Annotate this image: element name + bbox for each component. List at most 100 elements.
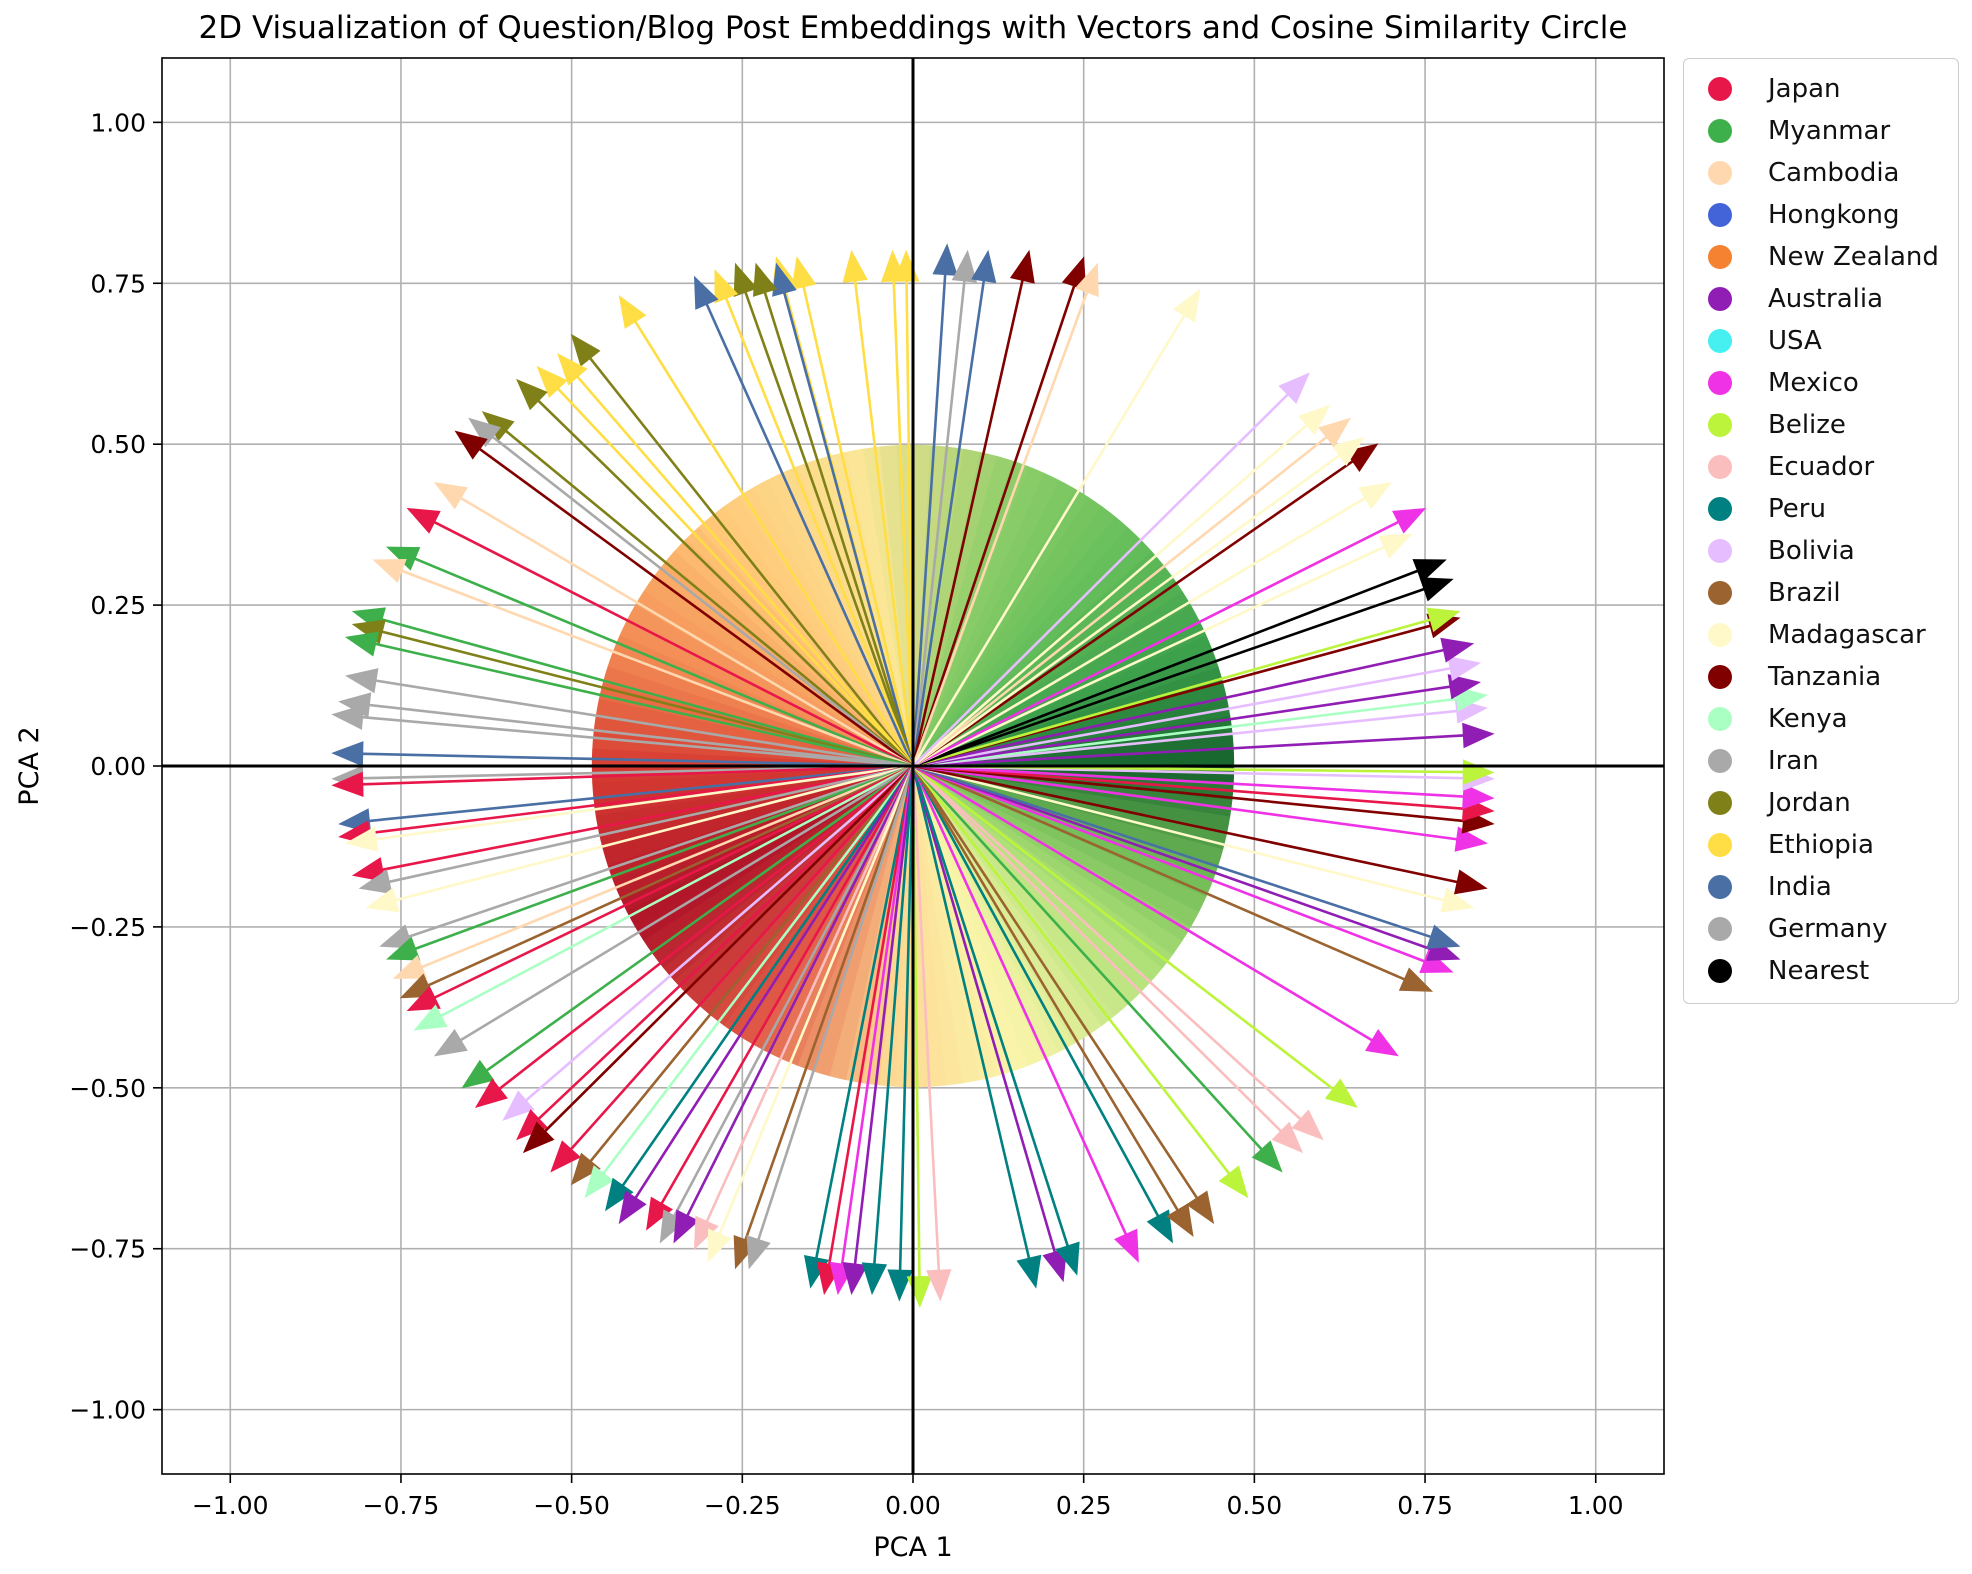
vector-arrow-94 [912, 764, 1488, 895]
vector-arrow-35 [331, 741, 914, 768]
legend-marker [1708, 833, 1732, 857]
vector-arrow-58 [584, 765, 915, 1199]
y-axis-label: PCA 2 [14, 726, 45, 805]
vector-arrow-112 [912, 507, 1427, 768]
vector-arrow-41 [351, 764, 914, 883]
vector-arrow-21 [516, 378, 914, 767]
vector-arrow-89 [912, 764, 1434, 992]
legend-item: Mexico [1684, 365, 1958, 401]
legend-item: Brazil [1684, 575, 1958, 611]
vector-arrow-76 [911, 765, 1042, 1289]
legend-label: Kenya [1768, 704, 1848, 734]
vector-arrow-92 [912, 764, 1461, 949]
vectors [331, 243, 1495, 1309]
vector-arrow-86 [912, 765, 1324, 1141]
legend-item: Ecuador [1684, 449, 1958, 485]
vector-arrow-18 [570, 333, 915, 767]
vector-arrow-108 [912, 607, 1461, 768]
legend-marker [1708, 539, 1732, 563]
vector-arrow-50 [433, 764, 914, 1057]
y-tick-label-7: −0.75 [69, 1235, 146, 1264]
legend-label: Japan [1768, 74, 1841, 104]
y-tick-label-5: −0.25 [69, 913, 146, 942]
vector-arrow-15 [714, 269, 915, 767]
vector-arrow-45 [386, 764, 914, 961]
legend-item: USA [1684, 323, 1958, 359]
vector-arrow-77 [911, 765, 1067, 1283]
legend-item: New Zealand [1684, 239, 1958, 275]
vector-arrow-19 [557, 353, 914, 767]
vector-arrow-109 [912, 577, 1454, 768]
legend-marker [1708, 287, 1732, 311]
vector-arrow-110 [912, 559, 1447, 768]
vector-arrow-115 [912, 436, 1365, 768]
vector-arrow-55 [522, 765, 914, 1154]
vector-arrow-27 [386, 546, 914, 768]
vector-arrow-16 [693, 275, 915, 767]
vector-arrow-79 [911, 765, 1139, 1263]
legend-item: Peru [1684, 491, 1958, 527]
legend-marker [1708, 665, 1732, 689]
legend-marker [1708, 329, 1732, 353]
vector-arrow-46 [392, 764, 914, 979]
vector-arrow-116 [912, 417, 1351, 768]
vector-arrow-81 [911, 765, 1194, 1238]
y-tick-label-3: 0.25 [90, 591, 146, 620]
legend-label: Germany [1768, 914, 1888, 944]
x-tick-label-1: −0.75 [363, 1491, 440, 1520]
vector-arrow-104 [912, 674, 1481, 768]
vector-arrow-4 [911, 249, 978, 767]
vector-arrow-0 [842, 249, 915, 767]
vector-arrow-61 [646, 765, 915, 1231]
legend-label: Madagascar [1768, 620, 1926, 650]
vector-arrow-25 [433, 482, 914, 768]
vector-arrow-105 [912, 655, 1481, 768]
vector-arrow-87 [912, 764, 1358, 1108]
vector-arrow-12 [772, 262, 915, 767]
vector-arrow-67 [746, 765, 915, 1270]
vector-arrow-20 [536, 365, 914, 767]
legend-item: Nearest [1684, 953, 1958, 989]
vector-arrow-117 [912, 404, 1331, 767]
vector-arrow-78 [911, 765, 1080, 1276]
vector-arrow-23 [468, 417, 914, 768]
vector-arrow-8 [911, 262, 1099, 767]
vector-arrow-40 [345, 764, 914, 852]
zero-axes [162, 58, 1664, 1474]
legend-label: Ecuador [1768, 452, 1875, 482]
vector-arrow-84 [912, 765, 1283, 1173]
vector-arrow-64 [693, 765, 915, 1250]
y-tick-label-6: −0.50 [69, 1074, 146, 1103]
legend-label: Ethiopia [1768, 830, 1874, 860]
y-tick-label-1: 0.75 [90, 269, 146, 298]
x-axis-label: PCA 1 [873, 1532, 952, 1563]
legend: Japan Myanmar Cambodia Hongkong New Zealand A… [1683, 58, 1959, 1004]
legend-marker [1708, 455, 1732, 479]
x-tick-label-7: 0.75 [1397, 1491, 1453, 1520]
legend-item: Bolivia [1684, 533, 1958, 569]
vector-arrow-43 [365, 764, 914, 913]
legend-marker [1708, 581, 1732, 605]
vector-arrow-7 [911, 256, 1087, 767]
legend-item: Iran [1684, 743, 1958, 779]
vector-arrow-88 [912, 764, 1399, 1057]
vector-arrow-53 [502, 765, 914, 1121]
legend-marker [1708, 371, 1732, 395]
legend-marker [1708, 875, 1732, 899]
vector-arrow-106 [912, 637, 1475, 768]
legend-label: New Zealand [1768, 242, 1939, 272]
vector-arrow-26 [406, 507, 914, 768]
vector-arrow-93 [912, 764, 1475, 913]
vector-arrow-103 [912, 686, 1488, 768]
vector-arrow-52 [474, 764, 914, 1108]
ticks: −1.00 −0.75 −0.50 −0.25 0.00 0.25 0.50 0.75 1.00… [69, 108, 1623, 1520]
legend-item: Kenya [1684, 701, 1958, 737]
legend-label: Peru [1768, 494, 1826, 524]
legend-item: Japan [1684, 71, 1958, 107]
legend-item: Cambodia [1684, 155, 1958, 191]
vector-arrow-9 [911, 288, 1201, 767]
vector-arrow-82 [911, 765, 1215, 1225]
vector-arrow-113 [912, 482, 1393, 768]
